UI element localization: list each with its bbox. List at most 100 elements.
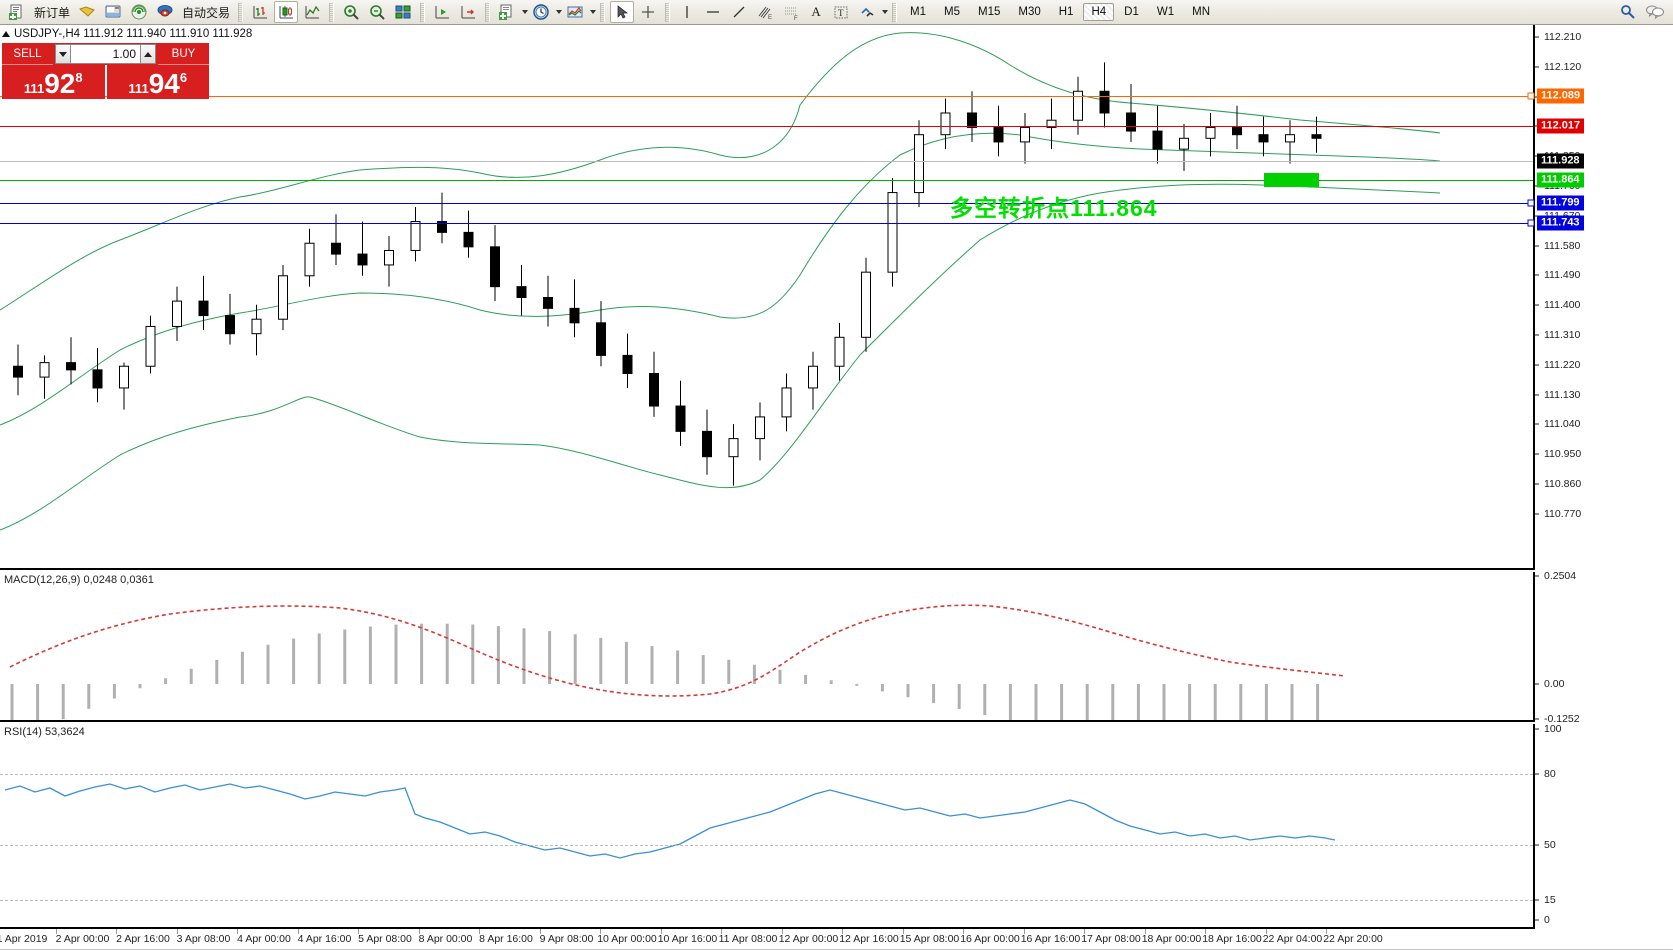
horizontal-line-icon[interactable] — [701, 1, 725, 23]
objects-icon[interactable] — [855, 1, 879, 23]
annotation-text[interactable]: 多空转折点111.864 — [950, 195, 1158, 221]
time-tick-label: 18 Apr 00:00 — [1141, 933, 1202, 945]
price-tag-111928[interactable]: 111.928 — [1537, 153, 1584, 169]
buy-price-box[interactable]: 111 94 6 — [106, 65, 209, 99]
line-handle[interactable] — [1527, 219, 1535, 227]
hline-112017[interactable] — [0, 126, 1533, 127]
vertical-line-icon[interactable] — [675, 1, 699, 23]
trendline-icon[interactable] — [727, 1, 751, 23]
search-icon[interactable] — [1616, 1, 1640, 23]
price-tick-label: 111.220 — [1544, 358, 1581, 371]
templates-icon[interactable] — [495, 1, 519, 23]
chart-area[interactable]: 多空转折点111.864 MACD(12,26,9) 0,0248 0,0361… — [0, 25, 1673, 950]
price-tick-label: 111.310 — [1544, 329, 1581, 341]
text-label-icon[interactable]: A — [811, 4, 821, 19]
chart-shift-icon[interactable] — [430, 1, 454, 23]
signals-icon[interactable] — [127, 1, 151, 23]
sell-price-box[interactable]: 111 92 8 — [2, 65, 105, 99]
price-axis[interactable]: 112.210112.120112.030111.940111.850111.7… — [1535, 25, 1673, 929]
candle-body — [145, 325, 156, 367]
price-tag-111864[interactable]: 111.864 — [1537, 172, 1584, 188]
timeframe-mn[interactable]: MN — [1192, 6, 1210, 18]
sell-button[interactable]: SELL — [2, 43, 53, 65]
terminal-icon[interactable] — [101, 1, 125, 23]
timeframe-d1[interactable]: D1 — [1124, 6, 1139, 18]
macd-tick-mark — [1535, 683, 1539, 685]
candle-body — [1073, 90, 1083, 121]
time-tick-label: 22 Apr 04:00 — [1262, 933, 1323, 945]
timeframe-h4[interactable]: H4 — [1083, 3, 1115, 21]
price-tick-mark — [1535, 423, 1539, 425]
hline-111799[interactable] — [0, 203, 1533, 204]
timeframe-m1[interactable]: M1 — [910, 6, 927, 18]
timeframe-h1[interactable]: H1 — [1058, 6, 1074, 18]
one-click-trading-panel[interactable]: SELL 1.00 BUY 111 92 8 111 94 6 — [2, 43, 209, 99]
chat-icon[interactable] — [1642, 1, 1668, 23]
folder-icon[interactable] — [75, 1, 99, 23]
autotrading-label[interactable]: 自动交易 — [182, 5, 231, 20]
candle-body — [1311, 134, 1322, 139]
rsi-pane[interactable]: RSI(14) 53,3624 — [0, 724, 1535, 929]
line-chart-icon[interactable] — [300, 1, 324, 23]
hline-111864[interactable] — [0, 180, 1533, 181]
hline-111743[interactable] — [0, 223, 1533, 224]
line-handle[interactable] — [1527, 92, 1535, 100]
objects-dropdown-caret[interactable] — [882, 10, 889, 14]
candle-body — [1179, 137, 1189, 150]
bar-chart-icon[interactable] — [248, 1, 272, 23]
collapse-triangle-icon[interactable] — [2, 31, 10, 37]
new-order-label[interactable]: 新订单 — [34, 5, 71, 20]
price-tag-111743[interactable]: 111.743 — [1537, 215, 1584, 231]
volume-increase-button[interactable] — [140, 44, 156, 64]
rsi-tick-label: 80 — [1544, 768, 1556, 780]
timeframe-m30[interactable]: M30 — [1018, 6, 1041, 18]
crosshair-icon[interactable] — [636, 1, 660, 23]
buy-price-prefix: 111 — [128, 81, 149, 96]
price-tag-111799[interactable]: 111.799 — [1537, 195, 1584, 211]
cursor-icon[interactable] — [610, 1, 635, 23]
toolbar-separator — [665, 2, 671, 22]
autotrading-icon[interactable] — [153, 1, 177, 23]
indicators-dropdown-caret[interactable] — [590, 10, 597, 14]
rectangle-object[interactable] — [1264, 173, 1319, 187]
candle-body — [331, 242, 341, 255]
period-icon[interactable] — [529, 1, 553, 23]
price-tag-112089[interactable]: 112.089 — [1537, 88, 1585, 104]
rsi-tick-mark — [1535, 844, 1539, 846]
equidistant-channel-icon[interactable]: E — [753, 1, 777, 23]
time-tick-mark — [902, 929, 904, 934]
line-handle[interactable] — [1527, 199, 1535, 207]
rsi-tick-mark — [1535, 728, 1539, 730]
new-order-icon[interactable] — [5, 1, 29, 23]
time-axis[interactable]: 1 Apr 2019 2 Apr 00:00 2 Apr 16:00 3 Apr 08… — [0, 929, 1673, 950]
volume-stepper[interactable]: 1.00 — [53, 43, 158, 65]
auto-scroll-icon[interactable] — [456, 1, 480, 23]
templates-dropdown-caret[interactable] — [522, 10, 529, 14]
price-chart-pane[interactable]: 多空转折点111.864 — [0, 25, 1535, 570]
candle-body — [251, 318, 262, 335]
period-dropdown-caret[interactable] — [556, 10, 563, 14]
candle-body — [914, 134, 924, 194]
time-tick-label: 22 Apr 20:00 — [1323, 933, 1383, 945]
price-tag-112017[interactable]: 112.017 — [1537, 118, 1585, 134]
macd-pane[interactable]: MACD(12,26,9) 0,0248 0,0361 — [0, 572, 1535, 722]
fibonacci-icon[interactable]: F — [779, 1, 803, 23]
svg-text:F: F — [794, 16, 798, 21]
tile-windows-icon[interactable] — [391, 1, 415, 23]
timeframe-m15[interactable]: M15 — [978, 6, 1001, 18]
candlestick-chart-icon[interactable] — [274, 1, 299, 23]
candle-body — [728, 438, 739, 458]
zoom-out-icon[interactable] — [365, 1, 389, 23]
candle-body — [357, 253, 368, 266]
buy-button[interactable]: BUY — [158, 43, 209, 65]
candle-body — [437, 221, 447, 233]
candle-body — [384, 249, 394, 266]
timeframe-w1[interactable]: W1 — [1156, 6, 1175, 18]
zoom-in-icon[interactable] — [339, 1, 363, 23]
volume-decrease-button[interactable] — [55, 44, 71, 64]
text-box-icon[interactable]: T — [829, 1, 853, 23]
hline-112089[interactable] — [0, 96, 1533, 97]
indicators-icon[interactable] — [563, 1, 587, 23]
volume-input[interactable]: 1.00 — [71, 44, 140, 64]
timeframe-m5[interactable]: M5 — [944, 6, 960, 18]
